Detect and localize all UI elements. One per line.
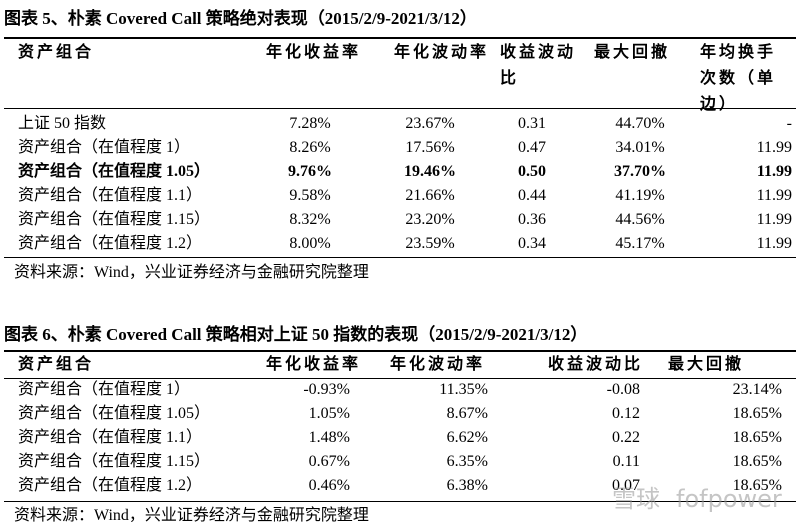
table-cell: 45.17% (615, 235, 665, 252)
column-header: 年均换手次数（单边） (700, 44, 777, 113)
table-cell: 34.01% (615, 139, 665, 156)
table-cell: 0.31 (518, 115, 546, 132)
table-cell: 18.65% (732, 453, 782, 470)
table-title: 图表 5、朴素 Covered Call 策略绝对表现（2015/2/9-202… (4, 9, 477, 28)
table-cell: 资产组合（在值程度 1.1） (18, 429, 203, 446)
table-cell: 18.65% (732, 405, 782, 422)
column-header: 年化波动率 (390, 356, 486, 373)
table-cell: 8.67% (446, 405, 488, 422)
table-cell: 19.46% (404, 163, 456, 180)
rule (4, 37, 796, 39)
table-cell: 6.35% (446, 453, 488, 470)
table-cell: 0.47 (518, 139, 546, 156)
column-header: 最大回撤 (594, 44, 671, 61)
column-header: 收益波动比 (500, 44, 577, 87)
table-cell: 8.32% (289, 211, 331, 228)
table-cell: 7.28% (289, 115, 331, 132)
table-cell: 17.56% (405, 139, 455, 156)
table-cell: 41.19% (615, 187, 665, 204)
column-header: 最大回撤 (668, 356, 745, 373)
table-cell: 11.99 (756, 235, 792, 252)
table-cell: 资产组合（在值程度 1） (18, 139, 191, 156)
table-cell: 11.99 (756, 187, 792, 204)
column-header: 资产组合 (18, 44, 95, 61)
table-cell: 0.34 (518, 235, 546, 252)
table-cell: 18.65% (732, 477, 782, 494)
table-cell: 0.46% (308, 477, 350, 494)
table-cell: 23.59% (405, 235, 455, 252)
table-cell: 资产组合（在值程度 1） (18, 381, 191, 398)
table-cell: -0.93% (303, 381, 350, 398)
table-cell: 6.38% (446, 477, 488, 494)
table-cell: 11.99 (756, 163, 792, 180)
rule (4, 378, 796, 379)
table-cell: 6.62% (446, 429, 488, 446)
source-note: 资料来源：Wind，兴业证券经济与金融研究院整理 (14, 507, 369, 524)
table-cell: 11.35% (439, 381, 488, 398)
column-header: 资产组合 (18, 356, 95, 373)
table-cell: 9.76% (288, 163, 332, 180)
table-title: 图表 6、朴素 Covered Call 策略相对上证 50 指数的表现（201… (4, 325, 588, 344)
table-cell: 44.70% (615, 115, 665, 132)
table-cell: 8.00% (289, 235, 331, 252)
watermark: fofpower (676, 485, 782, 513)
table-cell: 0.11 (612, 453, 640, 470)
table-cell: 资产组合（在值程度 1.05） (18, 163, 211, 180)
table-cell: 23.20% (405, 211, 455, 228)
watermark: 雪球 (612, 485, 660, 513)
table-cell: 11.99 (756, 139, 792, 156)
table-cell: 0.44 (518, 187, 546, 204)
column-header: 年化收益率 (266, 356, 362, 373)
table-cell: 0.22 (612, 429, 640, 446)
table-cell: 44.56% (615, 211, 665, 228)
table-cell: 资产组合（在值程度 1.05） (18, 405, 211, 422)
table-cell: 8.26% (289, 139, 331, 156)
table-cell: 0.67% (308, 453, 350, 470)
table-cell: 资产组合（在值程度 1.15） (18, 211, 211, 228)
rule (4, 501, 796, 502)
table-cell: 11.99 (756, 211, 792, 228)
table-cell: 21.66% (405, 187, 455, 204)
table-cell: 23.14% (732, 381, 782, 398)
rule (4, 108, 796, 109)
table-cell: 上证 50 指数 (18, 115, 107, 132)
table-cell: - (786, 115, 792, 132)
table-cell: 18.65% (732, 429, 782, 446)
rule (4, 257, 796, 258)
table-cell: 资产组合（在值程度 1.1） (18, 187, 203, 204)
source-note: 资料来源：Wind，兴业证券经济与金融研究院整理 (14, 264, 369, 281)
table-cell: 资产组合（在值程度 1.2） (18, 235, 203, 252)
table-cell: 0.07 (612, 477, 640, 494)
table-cell: 23.67% (405, 115, 455, 132)
table-cell: 1.05% (308, 405, 350, 422)
table-cell: 0.50 (518, 163, 546, 180)
column-header: 年化收益率 (266, 44, 362, 61)
table-cell: 37.70% (614, 163, 666, 180)
table-cell: 0.12 (612, 405, 640, 422)
table-cell: 0.36 (518, 211, 546, 228)
rule (4, 350, 796, 352)
table-cell: 1.48% (308, 429, 350, 446)
column-header: 年化波动率 (394, 44, 490, 61)
table-cell: 资产组合（在值程度 1.15） (18, 453, 211, 470)
table-cell: -0.08 (606, 381, 640, 398)
table-cell: 资产组合（在值程度 1.2） (18, 477, 203, 494)
column-header: 收益波动比 (548, 356, 644, 373)
table-cell: 9.58% (289, 187, 331, 204)
